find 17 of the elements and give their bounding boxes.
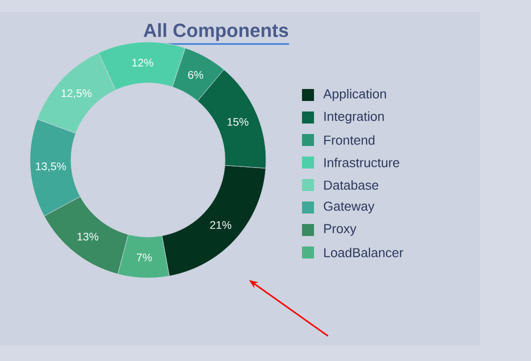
data-label: 13,5% bbox=[36, 162, 66, 172]
legend-label: Infrastructure bbox=[324, 158, 400, 168]
data-label: 13% bbox=[78, 232, 98, 241]
legend-label: Proxy bbox=[324, 224, 356, 236]
data-label: 12,5% bbox=[62, 89, 92, 98]
legend-label: Integration bbox=[324, 111, 384, 124]
legend-label: Application bbox=[323, 88, 386, 102]
legend-label: Database bbox=[324, 180, 378, 190]
data-label: 7% bbox=[136, 254, 152, 262]
legend-label: Frontend bbox=[324, 135, 374, 145]
chart-title: All Components bbox=[144, 23, 288, 41]
data-label: 21% bbox=[210, 221, 232, 229]
data-label: 15% bbox=[228, 118, 248, 126]
data-label: 6% bbox=[188, 71, 204, 79]
legend-label: LoadBalancer bbox=[324, 248, 404, 258]
legend-label: Gateway bbox=[324, 202, 374, 214]
data-label: 12% bbox=[132, 58, 154, 67]
